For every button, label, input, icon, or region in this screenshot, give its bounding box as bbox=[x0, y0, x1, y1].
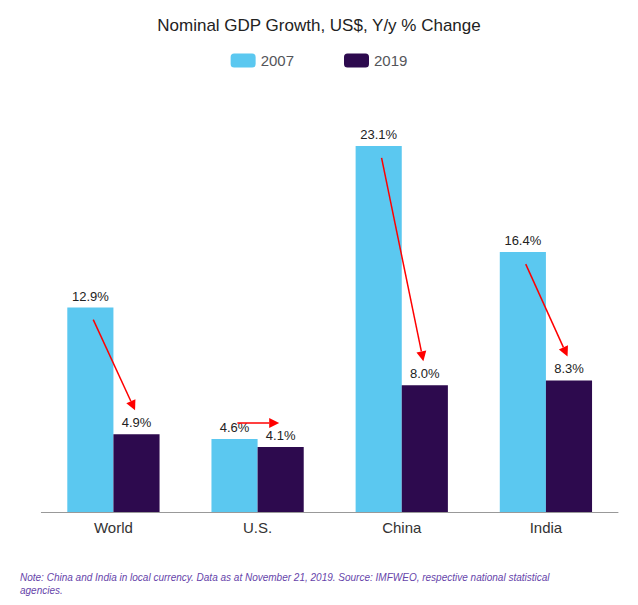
svg-text:8.3%: 8.3% bbox=[554, 361, 584, 376]
svg-text:4.1%: 4.1% bbox=[266, 428, 296, 443]
svg-text:2007: 2007 bbox=[261, 52, 294, 69]
svg-text:12.9%: 12.9% bbox=[72, 289, 109, 304]
svg-text:8.0%: 8.0% bbox=[410, 366, 440, 381]
svg-text:16.4%: 16.4% bbox=[504, 233, 541, 248]
svg-text:23.1%: 23.1% bbox=[360, 127, 397, 142]
svg-text:agencies.: agencies. bbox=[20, 585, 63, 596]
svg-text:World: World bbox=[94, 519, 133, 536]
svg-text:Note: China and India in local: Note: China and India in local currency.… bbox=[20, 572, 550, 583]
svg-text:India: India bbox=[530, 519, 563, 536]
svg-text:U.S.: U.S. bbox=[243, 519, 272, 536]
svg-text:China: China bbox=[382, 519, 422, 536]
svg-text:4.6%: 4.6% bbox=[219, 420, 250, 436]
svg-text:2019: 2019 bbox=[374, 52, 407, 69]
svg-text:4.9%: 4.9% bbox=[122, 415, 152, 430]
svg-text:Nominal GDP Growth, US$, Y/y %: Nominal GDP Growth, US$, Y/y % Change bbox=[157, 16, 480, 35]
